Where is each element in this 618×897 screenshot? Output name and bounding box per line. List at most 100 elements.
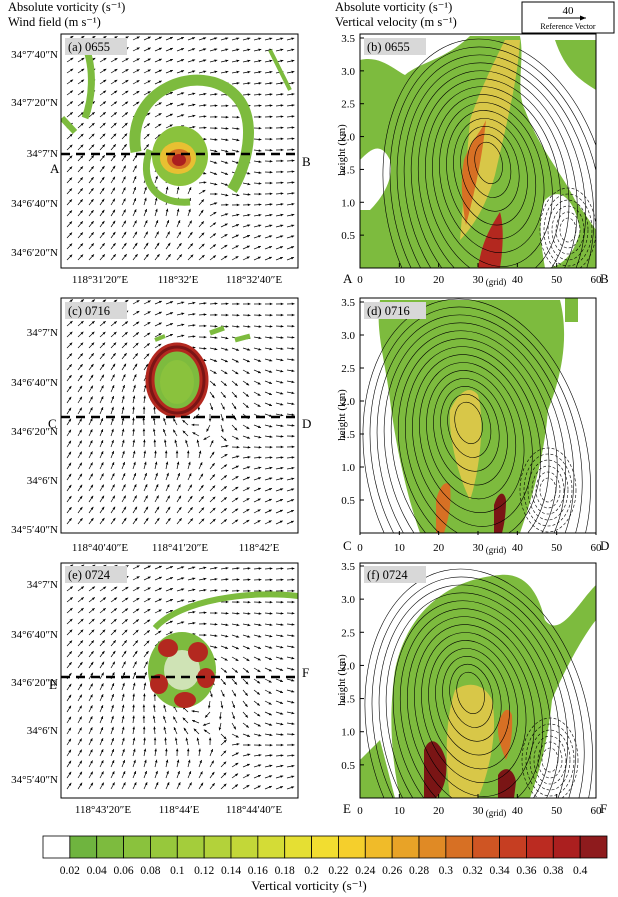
wind-vector-head <box>90 518 94 521</box>
vorticity-arm <box>81 43 95 120</box>
wind-vector-head <box>185 737 189 741</box>
wind-vector-head <box>192 599 196 603</box>
wind-vector-head <box>223 681 226 685</box>
wind-vector-head <box>100 749 104 753</box>
wind-vector-head <box>122 737 125 741</box>
wind-vector-head <box>111 439 114 443</box>
wind-vector-head <box>291 59 295 63</box>
wind-vector-head <box>291 764 295 768</box>
wind-vector-head <box>291 202 295 206</box>
wind-vector-head <box>269 445 273 449</box>
wind-vector-head <box>111 672 115 676</box>
wind-vector-head <box>247 224 251 227</box>
wind-vector-head <box>181 621 185 624</box>
wind-vector-head <box>80 112 84 115</box>
wind-vector-head <box>79 518 83 521</box>
wind-vector-head <box>90 199 94 202</box>
wind-vector-head <box>203 566 207 570</box>
wind-vector-head <box>234 670 238 673</box>
wind-vector-head <box>258 59 262 63</box>
wind-vector-head <box>236 149 240 153</box>
lon-tick: 118°31′20″E <box>72 274 128 286</box>
wind-vector-head <box>168 254 171 258</box>
wind-vector-head <box>236 213 240 217</box>
wind-vector-head <box>257 657 261 661</box>
lat-tick: 34°7′20″N <box>11 97 58 109</box>
lat-tick: 34°5′40″N <box>11 774 58 786</box>
wind-vector-head <box>155 782 159 786</box>
wind-vector-head <box>291 369 295 373</box>
wind-vector-head <box>166 782 170 786</box>
wind-vector-head <box>92 299 95 303</box>
wind-vector-head <box>121 704 125 708</box>
wind-vector-head <box>236 567 240 570</box>
wind-vector-head <box>69 597 73 600</box>
wind-vector-head <box>145 231 148 235</box>
wind-vector-head <box>223 438 227 442</box>
wind-vector-head <box>257 669 261 672</box>
wind-vector-head <box>214 138 218 141</box>
wind-vector-head <box>258 733 262 737</box>
wind-vector-head <box>147 36 151 40</box>
colorbar-label: 0.06 <box>114 865 134 877</box>
wind-vector-head <box>203 137 207 141</box>
wind-vector-head <box>280 148 284 152</box>
wind-vector-head <box>90 210 94 214</box>
grid-tick: 60 <box>591 805 603 817</box>
wind-vector-head <box>280 722 284 726</box>
velocity-contour <box>414 624 535 797</box>
wind-vector-head <box>122 450 125 454</box>
wind-vector-head <box>225 138 229 142</box>
wind-vector-head <box>246 235 250 238</box>
wind-vector-head <box>158 58 162 62</box>
vorticity-lobe <box>174 692 196 708</box>
wind-vector-head <box>268 509 272 513</box>
wind-vector-head <box>80 342 84 346</box>
wind-vector-head <box>68 375 72 378</box>
wind-vector-head <box>114 90 118 94</box>
wind-vector-head <box>112 517 116 521</box>
wind-vector-head <box>69 166 73 170</box>
wind-vector-head <box>291 336 295 339</box>
wind-vector-head <box>166 472 169 476</box>
wind-vector-head <box>100 451 104 455</box>
wind-vector-head <box>91 166 94 170</box>
downdraft-contour <box>539 477 557 503</box>
wind-vector-head <box>213 371 217 374</box>
lat-tick: 34°5′40″N <box>11 524 58 536</box>
wind-vector-head <box>291 224 295 228</box>
wind-vector-head <box>144 208 147 212</box>
wind-vector-head <box>203 588 207 592</box>
wind-vectors-e <box>66 564 295 790</box>
wind-vector-head <box>90 396 93 400</box>
vorticity-arm <box>268 49 292 91</box>
velocity-contours-f <box>364 568 593 798</box>
downdraft-contour <box>535 471 561 509</box>
wind-vector-head <box>113 254 116 258</box>
wind-vector-head <box>178 506 182 510</box>
wind-vector-head <box>236 48 240 52</box>
wind-vector-head <box>79 749 82 753</box>
wind-vector-head <box>280 764 284 768</box>
wind-vector-head <box>203 729 207 733</box>
velocity-contour <box>467 133 512 198</box>
reference-vector-value: 40 <box>563 5 575 17</box>
wind-vector-head <box>247 213 251 217</box>
wind-vector-head <box>269 81 273 85</box>
wind-vector-head <box>193 416 197 419</box>
wind-vector-head <box>80 353 83 357</box>
wind-vector-head <box>134 231 137 235</box>
wind-vector-head <box>147 300 151 303</box>
wind-vector-head <box>269 37 273 41</box>
wind-vector-head <box>236 455 240 458</box>
wind-vector-head <box>245 692 248 696</box>
wind-vector-head <box>132 726 136 730</box>
wind-vector-head <box>191 423 195 427</box>
wind-vector-head <box>233 406 237 410</box>
downdraft-contour <box>527 459 569 521</box>
wind-vector-head <box>257 245 261 249</box>
wind-vector-head <box>280 235 284 238</box>
wind-vector-head <box>208 418 212 422</box>
wind-vector-head <box>181 323 185 327</box>
wind-vector-head <box>173 716 176 720</box>
